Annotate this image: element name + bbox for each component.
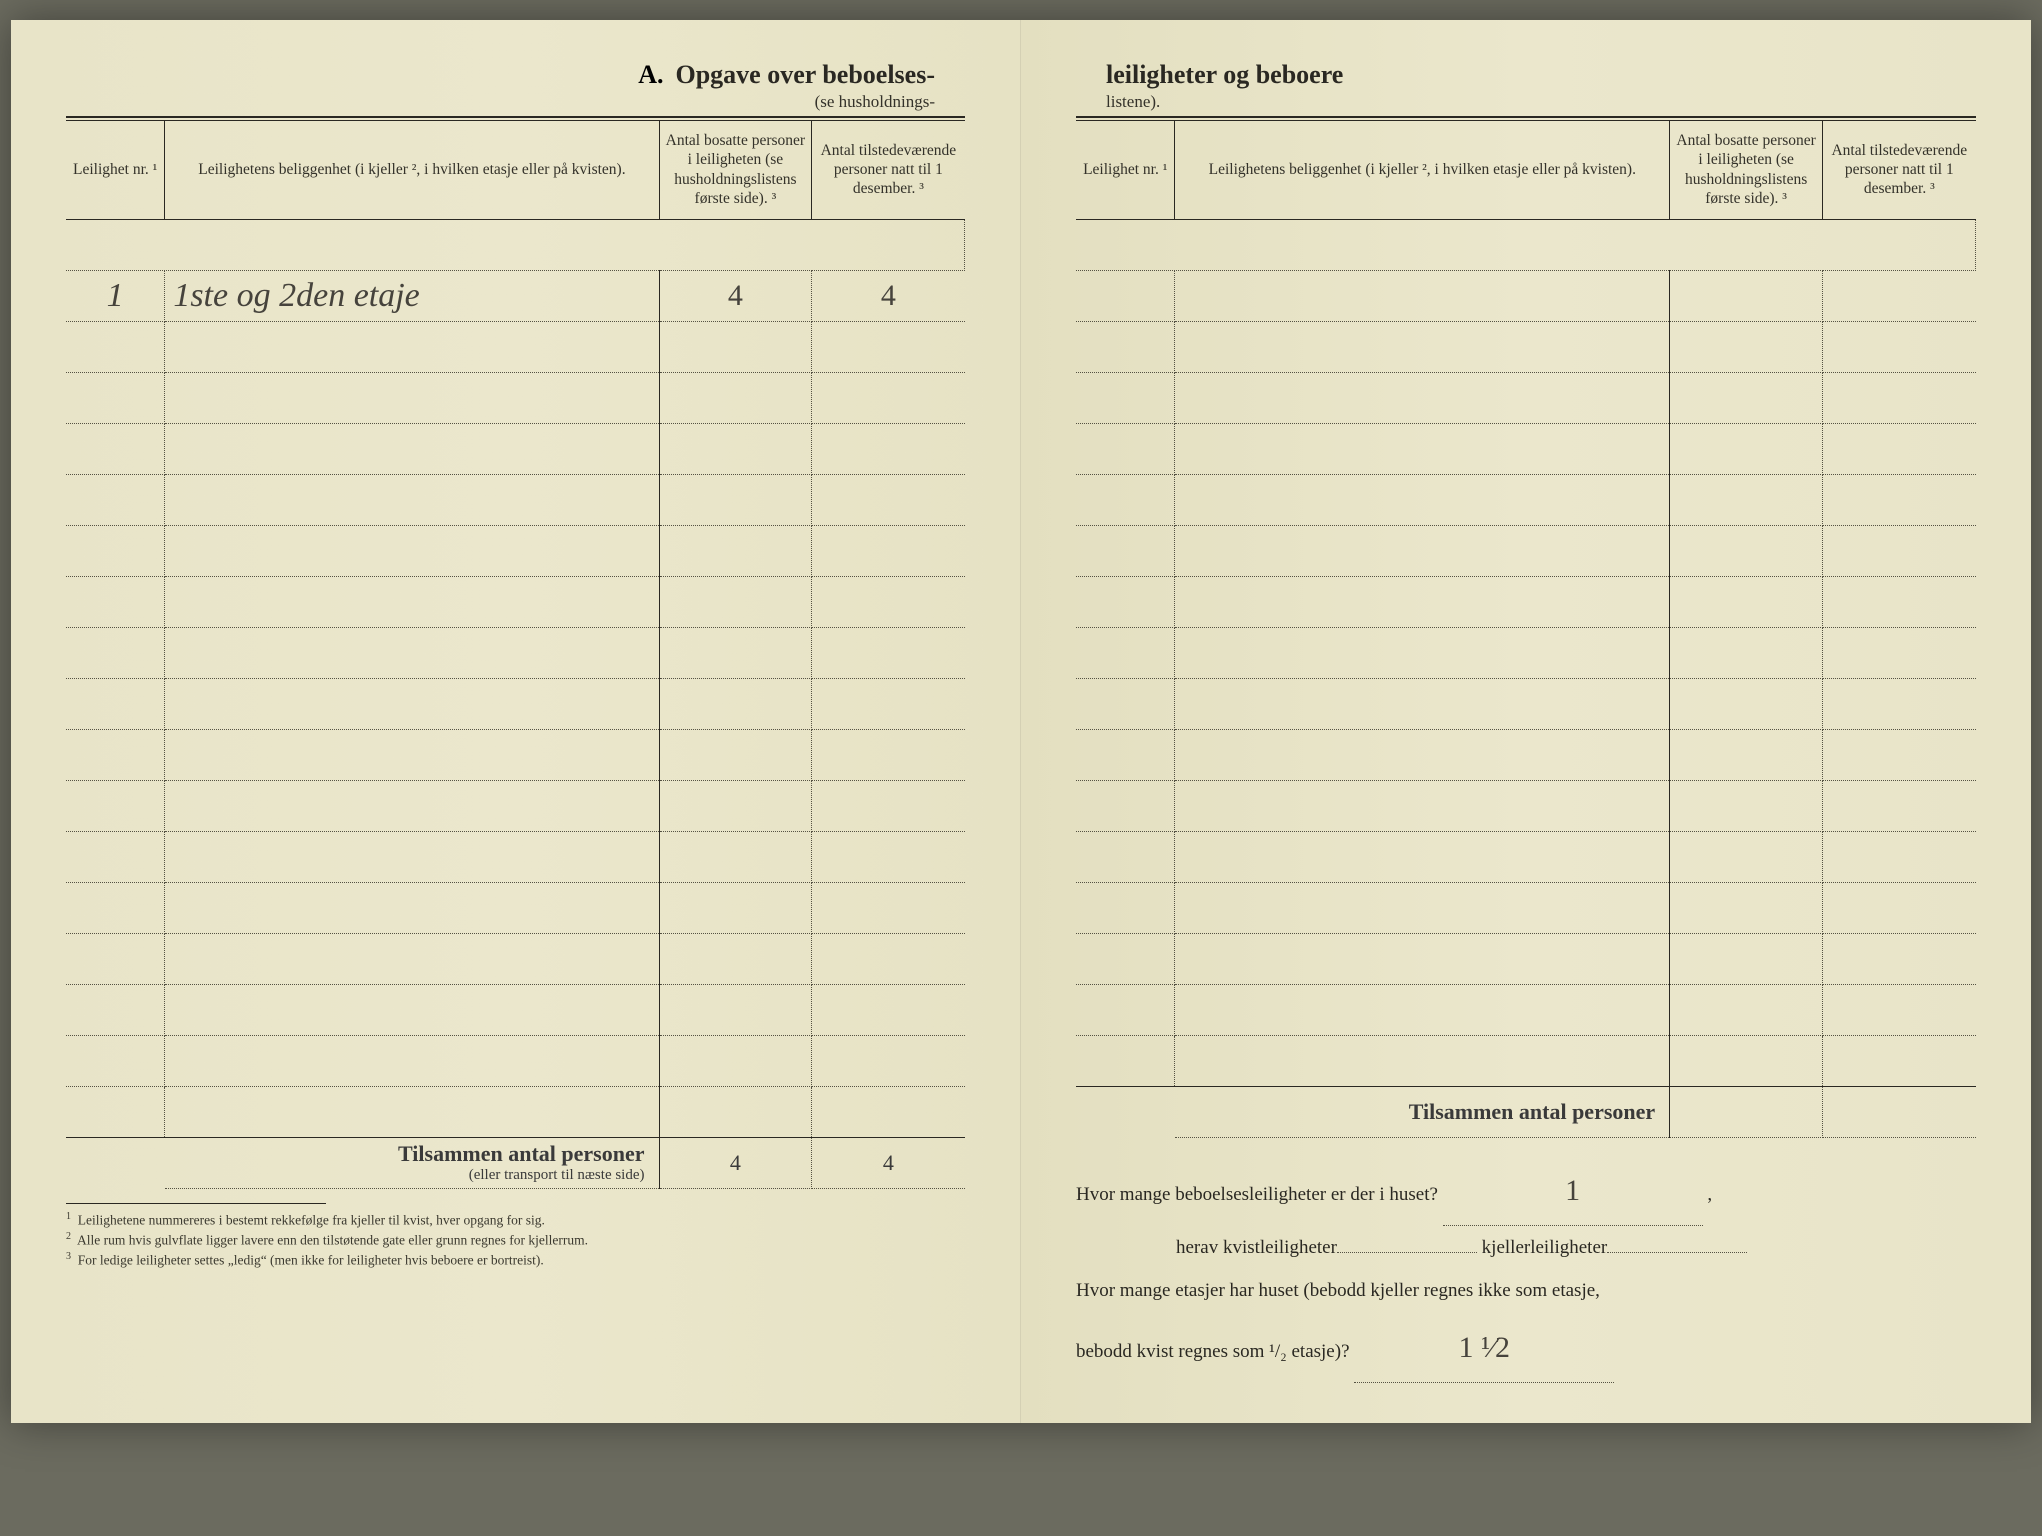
table-row	[66, 372, 965, 423]
table-row	[66, 627, 965, 678]
col-header-loc: Leilighetens beliggenhet (i kjeller ², i…	[1175, 121, 1670, 219]
table-row	[1076, 627, 1976, 678]
cell-nr: 1	[107, 277, 124, 314]
sum-p2-left: 4	[812, 1137, 965, 1188]
table-row	[66, 321, 965, 372]
question-3b: bebodd kvist regnes som ¹/₂ etasje)? 1 ¹…	[1076, 1313, 1976, 1383]
table-row	[66, 678, 965, 729]
table-row	[1076, 270, 1976, 321]
document-spread: A. Opgave over beboelses- (se husholdning…	[11, 20, 2031, 1423]
table-row	[1076, 882, 1976, 933]
col-header-p1: Antal bosatte personer i leiligheten (se…	[659, 121, 812, 219]
col-header-nr: Leilighet nr. ¹	[1076, 121, 1175, 219]
title-left: A. Opgave over beboelses-	[66, 60, 965, 90]
sum-label-left: Tilsammen antal personer (eller transpor…	[165, 1137, 659, 1188]
cell-p2: 4	[881, 279, 896, 312]
table-row	[66, 780, 965, 831]
q1-answer: 1	[1443, 1156, 1703, 1226]
q2a-answer	[1337, 1252, 1477, 1253]
question-1: Hvor mange beboelsesleiligheter er der i…	[1076, 1156, 1976, 1226]
table-row	[1076, 1035, 1976, 1086]
footnote-1: 1 Leilighetene nummereres i bestemt rekk…	[66, 1210, 965, 1230]
q2b-answer	[1607, 1252, 1747, 1253]
sum-label-right: Tilsammen antal personer	[1175, 1086, 1670, 1137]
col-header-nr: Leilighet nr. ¹	[66, 121, 165, 219]
table-row: 1 1ste og 2den etaje 4 4	[66, 270, 965, 321]
sum-p1-right	[1670, 1086, 1823, 1137]
col-header-p2: Antal tilstedeværende personer natt til …	[812, 121, 965, 219]
col-header-loc: Leilighetens beliggenhet (i kjeller ², i…	[165, 121, 659, 219]
footnote-3: 3 For ledige leiligheter settes „ledig“ …	[66, 1250, 965, 1270]
table-row	[1076, 933, 1976, 984]
page-right: leiligheter og beboere listene). Leiligh…	[1021, 20, 2031, 1423]
table-row	[1076, 831, 1976, 882]
table-row	[66, 1086, 965, 1137]
sum-p2-right	[1823, 1086, 1976, 1137]
col-header-p2: Antal tilstedeværende personer natt til …	[1823, 121, 1976, 219]
table-row	[1076, 474, 1976, 525]
table-row	[1076, 780, 1976, 831]
table-row	[1076, 525, 1976, 576]
table-row	[1076, 576, 1976, 627]
table-row	[66, 882, 965, 933]
cell-p1: 4	[728, 279, 743, 312]
cell-loc: 1ste og 2den etaje	[173, 277, 419, 314]
table-row	[66, 984, 965, 1035]
table-row	[66, 423, 965, 474]
table-row	[1076, 372, 1976, 423]
question-3a: Hvor mange etasjer har huset (bebodd kje…	[1076, 1269, 1976, 1313]
q3-answer: 1 ¹⁄2	[1354, 1313, 1614, 1383]
form-table-right: Leilighet nr. ¹ Leilighetens beliggenhet…	[1076, 121, 1976, 1138]
title-main-right: leiligheter og beboere	[1106, 60, 1343, 89]
sum-p1-left: 4	[659, 1137, 812, 1188]
form-table-left: Leilighet nr. ¹ Leilighetens beliggenhet…	[66, 121, 965, 1189]
table-row	[66, 1035, 965, 1086]
table-row	[1076, 984, 1976, 1035]
footnotes: 1 Leilighetene nummereres i bestemt rekk…	[66, 1203, 965, 1270]
table-row	[66, 474, 965, 525]
table-row	[1076, 423, 1976, 474]
table-row	[1076, 729, 1976, 780]
table-row	[66, 525, 965, 576]
table-row	[66, 933, 965, 984]
table-row	[66, 729, 965, 780]
col-header-p1: Antal bosatte personer i leiligheten (se…	[1670, 121, 1823, 219]
subtitle-right: listene).	[1076, 92, 1976, 112]
page-left: A. Opgave over beboelses- (se husholdning…	[11, 20, 1021, 1423]
questions-block: Hvor mange beboelsesleiligheter er der i…	[1076, 1156, 1976, 1383]
subtitle-left: (se husholdnings-	[66, 92, 965, 112]
table-row	[66, 576, 965, 627]
title-main-left: Opgave over beboelses-	[676, 60, 936, 89]
question-2: herav kvistleiligheter kjellerleilighete…	[1076, 1226, 1976, 1270]
title-right: leiligheter og beboere	[1076, 60, 1976, 90]
table-row	[1076, 321, 1976, 372]
title-prefix: A.	[638, 60, 663, 89]
table-row	[1076, 678, 1976, 729]
footnote-2: 2 Alle rum hvis gulvflate ligger lavere …	[66, 1230, 965, 1250]
table-row	[66, 831, 965, 882]
